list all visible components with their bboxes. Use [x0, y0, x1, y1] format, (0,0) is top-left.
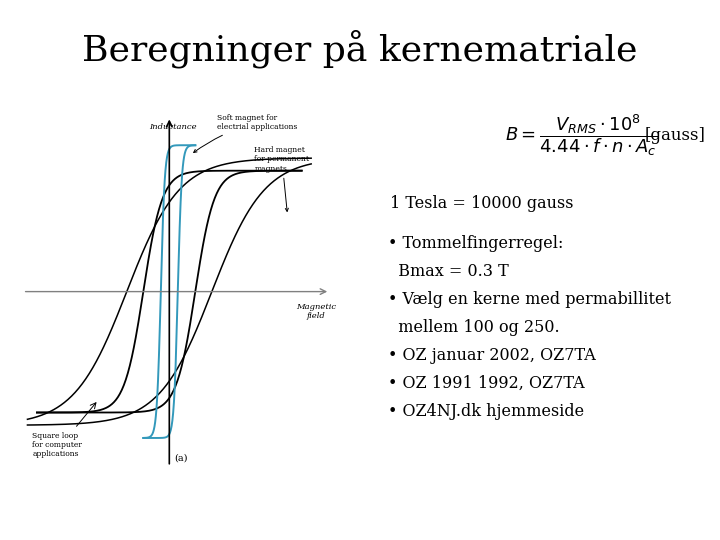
Text: [gauss]: [gauss] — [645, 126, 706, 144]
Text: • OZ januar 2002, OZ7TA: • OZ januar 2002, OZ7TA — [388, 347, 595, 364]
Text: Magnetic
field: Magnetic field — [296, 303, 336, 320]
Text: • OZ 1991 1992, OZ7TA: • OZ 1991 1992, OZ7TA — [388, 375, 585, 392]
Text: • Tommelfingerregel:: • Tommelfingerregel: — [388, 235, 563, 252]
Text: Beregninger på kernematriale: Beregninger på kernematriale — [82, 30, 638, 69]
Text: Bmax = 0.3 T: Bmax = 0.3 T — [388, 263, 509, 280]
Text: Inductance: Inductance — [149, 123, 197, 131]
Text: • Vælg en kerne med permabillitet: • Vælg en kerne med permabillitet — [388, 291, 671, 308]
Text: mellem 100 og 250.: mellem 100 og 250. — [388, 319, 559, 336]
Text: $B = \dfrac{V_{RMS} \cdot 10^8}{4.44 \cdot f \cdot n \cdot A_c}$: $B = \dfrac{V_{RMS} \cdot 10^8}{4.44 \cd… — [505, 112, 657, 158]
Text: (a): (a) — [174, 453, 188, 462]
Text: 1 Tesla = 10000 gauss: 1 Tesla = 10000 gauss — [390, 195, 574, 212]
Text: Hard magnet
for permanent
magnets: Hard magnet for permanent magnets — [254, 146, 310, 211]
Text: Square loop
for computer
applications: Square loop for computer applications — [32, 431, 82, 458]
Text: • OZ4NJ.dk hjemmeside: • OZ4NJ.dk hjemmeside — [388, 403, 584, 420]
Text: Soft magnet for
electrial applications: Soft magnet for electrial applications — [194, 114, 297, 152]
